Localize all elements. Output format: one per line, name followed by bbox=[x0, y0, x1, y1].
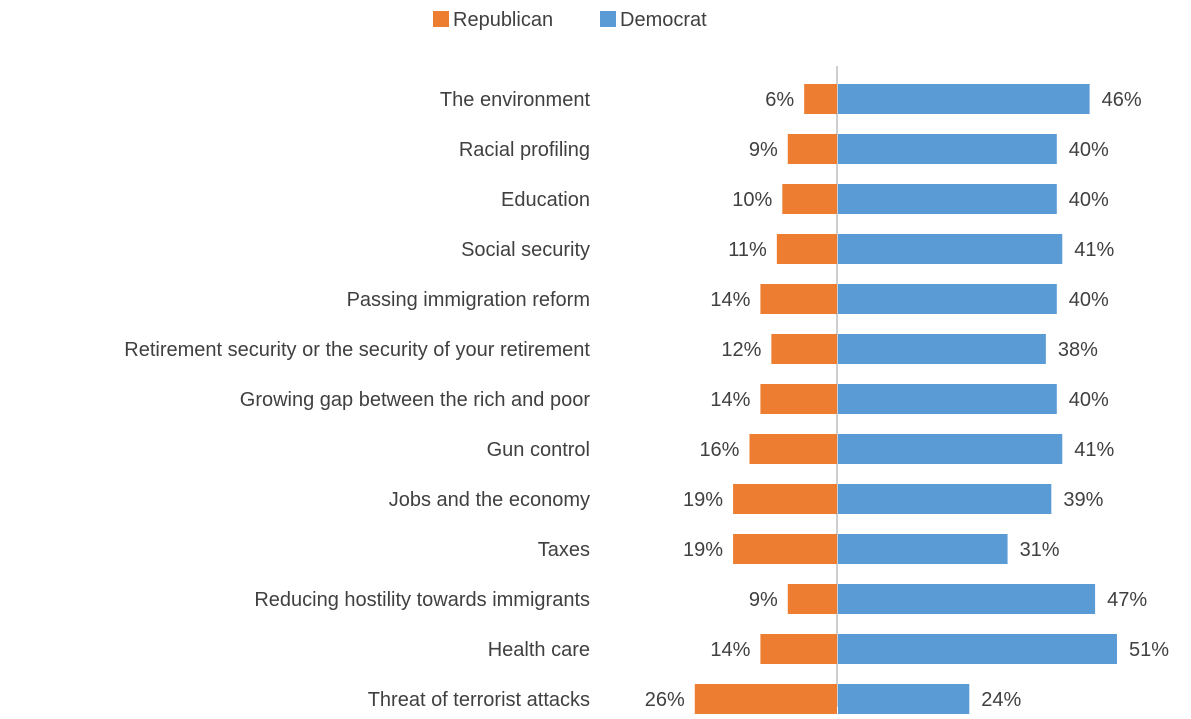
bar-democrat-passing-immigration-reform bbox=[838, 284, 1057, 314]
bar-democrat-reducing-hostility-towards-immigrants bbox=[838, 584, 1096, 614]
bar-republican-taxes bbox=[733, 534, 837, 564]
bar-republican-passing-immigration-reform bbox=[760, 284, 837, 314]
legend-label-democrat: Democrat bbox=[620, 9, 707, 31]
bar-democrat-the-environment bbox=[838, 84, 1090, 114]
data-label-democrat: 40% bbox=[1069, 189, 1109, 211]
category-label: Gun control bbox=[487, 439, 590, 461]
data-label-democrat: 51% bbox=[1129, 639, 1169, 661]
category-label: Social security bbox=[461, 239, 590, 261]
bar-democrat-health-care bbox=[838, 634, 1117, 664]
data-label-democrat: 41% bbox=[1074, 239, 1114, 261]
data-label-democrat: 47% bbox=[1107, 589, 1147, 611]
bar-republican-threat-of-terrorist-attacks bbox=[694, 684, 837, 714]
bar-democrat-taxes bbox=[838, 534, 1008, 564]
bar-republican-education bbox=[782, 184, 837, 214]
category-label: Passing immigration reform bbox=[347, 289, 590, 311]
category-label: Growing gap between the rich and poor bbox=[240, 389, 591, 411]
data-label-democrat: 31% bbox=[1020, 539, 1060, 561]
category-label: Retirement security or the security of y… bbox=[124, 339, 590, 361]
category-label: The environment bbox=[440, 89, 591, 111]
data-label-democrat: 39% bbox=[1063, 489, 1103, 511]
category-label: Threat of terrorist attacks bbox=[368, 689, 590, 711]
bar-republican-jobs-and-the-economy bbox=[733, 484, 837, 514]
bar-democrat-social-security bbox=[838, 234, 1063, 264]
category-label: Taxes bbox=[538, 539, 590, 561]
data-label-democrat: 40% bbox=[1069, 389, 1109, 411]
bar-democrat-jobs-and-the-economy bbox=[838, 484, 1052, 514]
data-label-republican: 9% bbox=[749, 139, 778, 161]
data-label-democrat: 40% bbox=[1069, 139, 1109, 161]
bar-republican-the-environment bbox=[804, 84, 837, 114]
bars: The environment 6% 46% Racial profiling 9% 40… bbox=[124, 84, 1169, 714]
bar-republican-social-security bbox=[776, 234, 837, 264]
data-label-republican: 9% bbox=[749, 589, 778, 611]
data-label-democrat: 38% bbox=[1058, 339, 1098, 361]
data-label-republican: 11% bbox=[728, 239, 767, 261]
bar-democrat-education bbox=[838, 184, 1057, 214]
data-label-republican: 26% bbox=[645, 689, 685, 711]
bar-democrat-growing-gap-between-the-rich-and-poor bbox=[838, 384, 1057, 414]
bar-republican-health-care bbox=[760, 634, 837, 664]
bar-republican-racial-profiling bbox=[787, 134, 837, 164]
data-label-republican: 12% bbox=[721, 339, 761, 361]
legend-label-republican: Republican bbox=[453, 9, 553, 31]
bar-democrat-retirement-security-or-the-security-of-your-retirement bbox=[838, 334, 1046, 364]
bar-republican-reducing-hostility-towards-immigrants bbox=[787, 584, 837, 614]
data-label-republican: 14% bbox=[710, 389, 750, 411]
data-label-democrat: 24% bbox=[981, 689, 1021, 711]
data-label-republican: 6% bbox=[765, 89, 794, 111]
bar-democrat-racial-profiling bbox=[838, 134, 1057, 164]
data-label-republican: 19% bbox=[683, 489, 723, 511]
bar-republican-growing-gap-between-the-rich-and-poor bbox=[760, 384, 837, 414]
category-label: Education bbox=[501, 189, 590, 211]
data-label-democrat: 46% bbox=[1102, 89, 1142, 111]
bar-republican-retirement-security-or-the-security-of-your-retirement bbox=[771, 334, 837, 364]
data-label-republican: 14% bbox=[710, 639, 750, 661]
bar-democrat-threat-of-terrorist-attacks bbox=[838, 684, 970, 714]
data-label-republican: 10% bbox=[732, 189, 772, 211]
category-label: Racial profiling bbox=[459, 139, 590, 161]
data-label-democrat: 41% bbox=[1074, 439, 1114, 461]
bar-democrat-gun-control bbox=[838, 434, 1063, 464]
data-label-democrat: 40% bbox=[1069, 289, 1109, 311]
legend-swatch-republican bbox=[433, 11, 449, 27]
legend: Republican Democrat bbox=[433, 9, 707, 31]
bar-republican-gun-control bbox=[749, 434, 837, 464]
legend-swatch-democrat bbox=[600, 11, 616, 27]
category-label: Health care bbox=[488, 639, 590, 661]
category-label: Reducing hostility towards immigrants bbox=[254, 589, 590, 611]
data-label-republican: 16% bbox=[699, 439, 739, 461]
data-label-republican: 19% bbox=[683, 539, 723, 561]
data-label-republican: 14% bbox=[710, 289, 750, 311]
category-label: Jobs and the economy bbox=[389, 489, 590, 511]
